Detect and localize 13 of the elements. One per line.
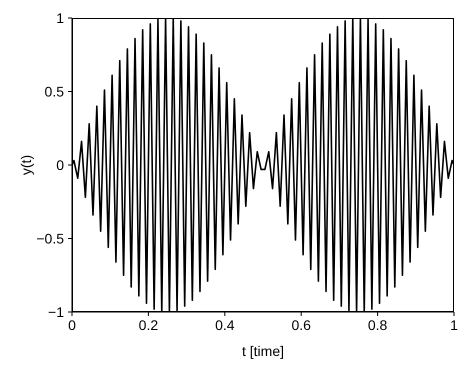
y-tick-label: −0.5 xyxy=(36,230,64,246)
x-tick-label: 0.6 xyxy=(291,316,312,333)
y-tick-label: −1 xyxy=(48,304,64,320)
y-axis-title: y(t) xyxy=(18,154,34,176)
y-tick-label: 0 xyxy=(56,156,64,173)
x-tick-label: 0.4 xyxy=(215,316,235,333)
x-tick-label: 1 xyxy=(450,316,458,333)
x-tick-label: 0 xyxy=(68,316,76,333)
x-axis-title: t [time] xyxy=(242,343,284,359)
x-tick-label: 0.2 xyxy=(138,316,158,333)
y-tick-label: 0.5 xyxy=(44,83,64,100)
x-tick-label: 0.8 xyxy=(368,316,388,333)
y-tick-label: 1 xyxy=(56,10,64,26)
